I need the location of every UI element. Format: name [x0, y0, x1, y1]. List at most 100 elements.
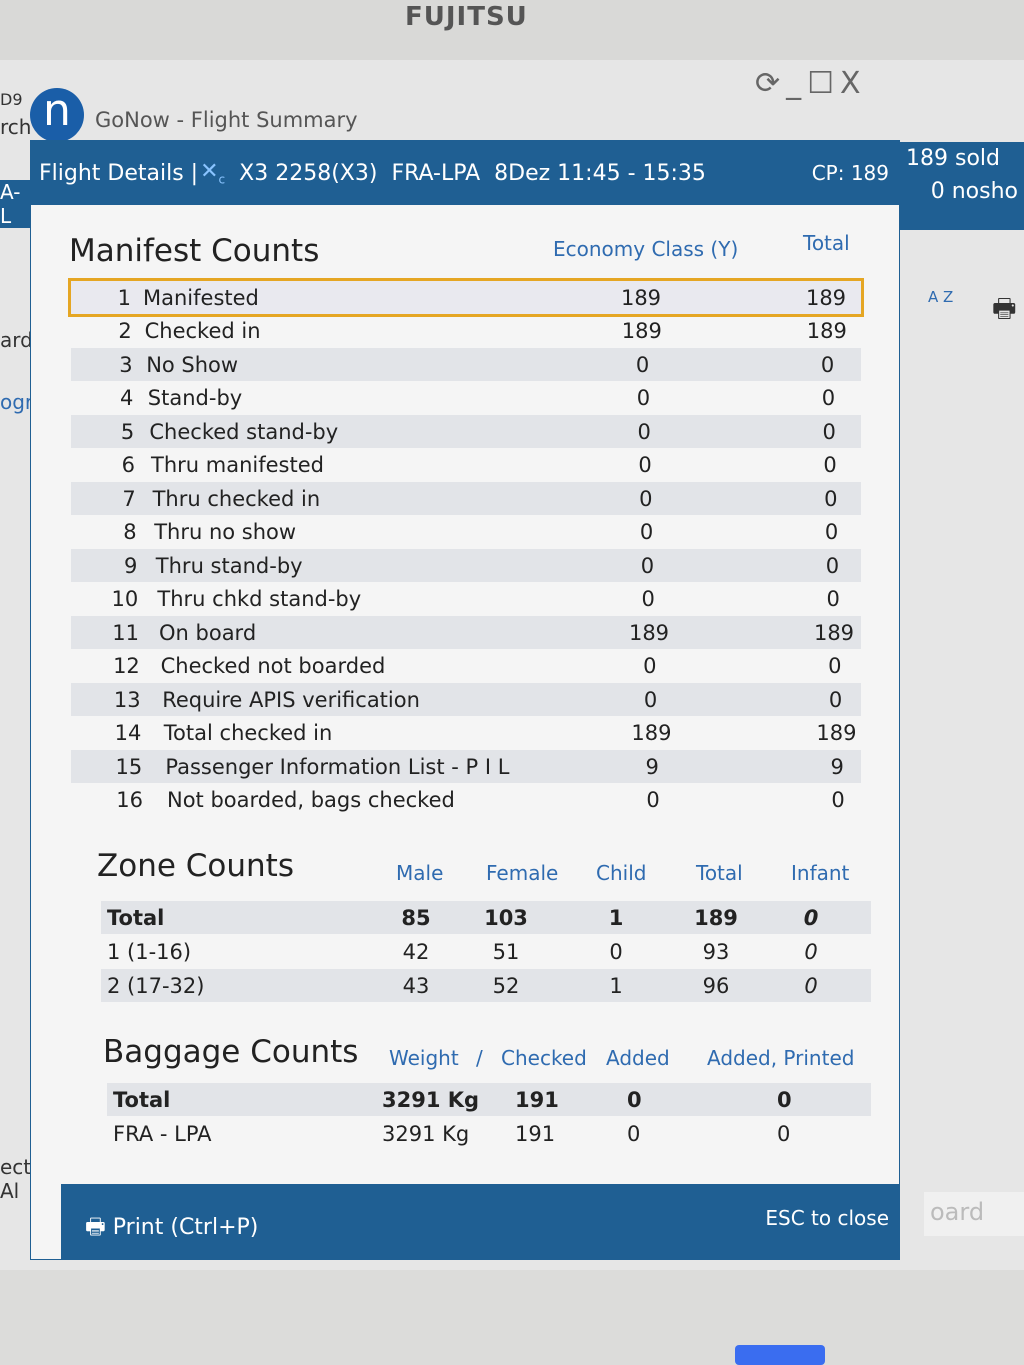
zone-label: 1 (1-16)	[107, 939, 192, 964]
zone-col-header: Total	[696, 861, 743, 885]
row-number: 7	[122, 486, 136, 511]
row-number: 6	[121, 453, 135, 477]
total-value: 0	[828, 687, 843, 712]
total-value: 0	[831, 788, 845, 812]
zone-value: 52	[492, 973, 520, 998]
total-value: 0	[823, 453, 837, 477]
window-controls: ⟳_☐X	[755, 66, 867, 101]
zone-col-header: Male	[396, 861, 444, 885]
zone-value: 0	[609, 939, 623, 964]
baggage-row: Total 3291 Kg 191 0 0	[107, 1083, 871, 1116]
app-logo: n	[30, 88, 84, 142]
zone-value: 85	[401, 905, 431, 930]
baggage-row: FRA - LPA 3291 Kg 191 0 0	[107, 1117, 871, 1150]
noshow-count: 0 nosho	[930, 179, 1018, 204]
zone-value: 189	[694, 905, 738, 930]
print-label: Print (Ctrl+P)	[112, 1215, 259, 1240]
baggage-col-header: /	[476, 1046, 483, 1070]
economy-value: 0	[635, 352, 650, 377]
manifest-row[interactable]: 15 Passenger Information List - P I L 9 9	[71, 750, 861, 783]
manifest-row[interactable]: 8 Thru no show 0 0	[71, 516, 861, 549]
zone-value: 1	[609, 973, 623, 998]
total-value: 0	[820, 352, 835, 377]
monitor-brand: FUJITSU	[405, 2, 528, 32]
total-value: 189	[813, 620, 855, 645]
monitor-bezel	[0, 1270, 1024, 1365]
row-number: 5	[120, 419, 135, 444]
economy-value: 0	[636, 386, 651, 410]
row-number: 13	[113, 687, 141, 712]
manifest-row[interactable]: 6 Thru manifested 0 0	[71, 449, 861, 482]
printer-icon[interactable]: 🖶	[992, 294, 1017, 324]
manifest-row[interactable]: 5 Checked stand-by 0 0	[71, 415, 861, 448]
baggage-added: 0	[627, 1121, 641, 1146]
print-button[interactable]: 🖶 Print (Ctrl+P)	[85, 1210, 258, 1248]
manifest-row[interactable]: 1 Manifested 189 189	[68, 278, 864, 317]
manifest-row[interactable]: 14 Total checked in 189 189	[71, 717, 861, 750]
manifest-row[interactable]: 12 Checked not boarded 0 0	[71, 650, 861, 683]
row-label: Checked not boarded	[160, 654, 386, 678]
row-label: Passenger Information List - P I L	[165, 754, 510, 779]
economy-value: 0	[643, 687, 658, 712]
baggage-added: 0	[627, 1087, 642, 1112]
flight-details-header: Flight Details | ✕c X3 2258(X3) FRA-LPA …	[31, 141, 899, 205]
right-summary-panel: 189 sold 0 nosho	[900, 142, 1024, 230]
printer-icon: 🖶	[85, 1215, 113, 1240]
row-label: Total checked in	[163, 721, 333, 745]
col-total: Total	[803, 231, 850, 255]
baggage-added-printed: 0	[777, 1087, 792, 1112]
zone-value: 51	[492, 939, 520, 964]
zone-col-header: Child	[596, 861, 647, 885]
total-value: 9	[830, 754, 844, 779]
row-label: Thru chkd stand-by	[157, 587, 362, 611]
bg-fragment: ard	[0, 328, 30, 352]
zone-row: 2 (17-32) 43 52 1 96 0	[101, 969, 871, 1002]
sort-az-button[interactable]: A Z	[928, 288, 954, 306]
row-label: On board	[159, 620, 257, 645]
baggage-checked: 191	[515, 1087, 559, 1112]
close-button[interactable]: X	[840, 66, 867, 101]
refresh-icon[interactable]: ⟳	[755, 66, 787, 101]
route: FRA-LPA	[391, 160, 481, 186]
baggage-weight: 3291 Kg	[382, 1121, 470, 1146]
row-label: Checked stand-by	[149, 419, 339, 444]
baggage-weight: 3291 Kg	[382, 1087, 480, 1112]
manifest-row[interactable]: 16 Not boarded, bags checked 0 0	[71, 784, 861, 817]
total-value: 0	[828, 654, 842, 678]
cp-count: CP: 189	[811, 161, 889, 185]
baggage-added-printed: 0	[777, 1121, 791, 1146]
row-label: Thru no show	[154, 520, 297, 544]
baggage-col-header: Weight	[389, 1046, 459, 1070]
zone-value: 103	[484, 905, 528, 930]
row-label: Require APIS verification	[162, 687, 420, 712]
date-time: 8Dez 11:45 - 15:35	[494, 160, 706, 186]
esc-hint: ESC to close	[765, 1206, 889, 1230]
minimize-button[interactable]: _	[786, 66, 808, 101]
bg-fragment: rch	[0, 115, 32, 139]
manifest-row[interactable]: 11 On board 189 189	[71, 616, 861, 649]
total-value: 189	[816, 721, 857, 745]
manifest-row[interactable]: 7 Thru checked in 0 0	[71, 482, 861, 515]
total-value: 0	[825, 553, 840, 578]
header-label: Flight Details |	[39, 160, 199, 186]
zone-value: 93	[702, 939, 730, 964]
manifest-row[interactable]: 13 Require APIS verification 0 0	[71, 683, 861, 716]
row-number: 3	[119, 352, 133, 377]
total-value: 0	[824, 520, 839, 544]
manifest-row[interactable]: 10 Thru chkd stand-by 0 0	[71, 583, 861, 616]
row-label: No Show	[146, 352, 239, 377]
zone-value: 0	[803, 905, 819, 930]
row-number: 15	[115, 754, 143, 779]
manifest-row[interactable]: 2 Checked in 189 189	[71, 315, 861, 348]
window-title: GoNow - Flight Summary	[95, 108, 358, 132]
economy-value: 0	[638, 453, 652, 477]
board-button[interactable]: oard	[924, 1192, 1024, 1236]
maximize-button[interactable]: ☐	[807, 66, 841, 101]
economy-value: 189	[628, 620, 670, 645]
row-label: Stand-by	[147, 386, 243, 410]
manifest-row[interactable]: 9 Thru stand-by 0 0	[71, 549, 861, 582]
row-number: 1	[117, 285, 131, 310]
baggage-label: Total	[113, 1087, 171, 1112]
manifest-row[interactable]: 4 Stand-by 0 0	[71, 382, 861, 415]
manifest-row[interactable]: 3 No Show 0 0	[71, 348, 861, 381]
